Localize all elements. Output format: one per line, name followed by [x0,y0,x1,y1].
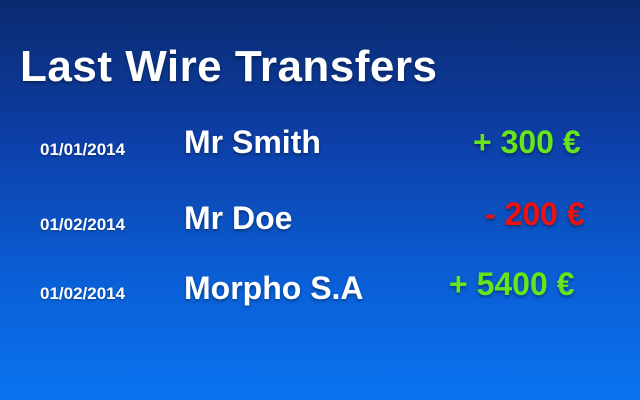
transfer-amount: + 300 € [473,124,581,160]
transfer-row: 01/01/2014 Mr Smith + 300 € [0,122,640,172]
transfer-amount: - 200 € [485,196,585,232]
transfer-date: 01/02/2014 [40,215,126,234]
transfer-amount: + 5400 € [449,266,575,302]
transfer-counterparty: Mr Smith [184,124,321,160]
transfer-counterparty: Morpho S.A [184,270,364,306]
transfer-row: 01/02/2014 Mr Doe - 200 € [0,196,640,246]
transfer-counterparty: Mr Doe [184,200,293,236]
transfer-row: 01/02/2014 Morpho S.A + 5400 € [0,266,640,316]
transfer-date: 01/01/2014 [40,140,126,159]
transfer-date: 01/02/2014 [40,284,126,303]
page-title: Last Wire Transfers [20,42,438,91]
